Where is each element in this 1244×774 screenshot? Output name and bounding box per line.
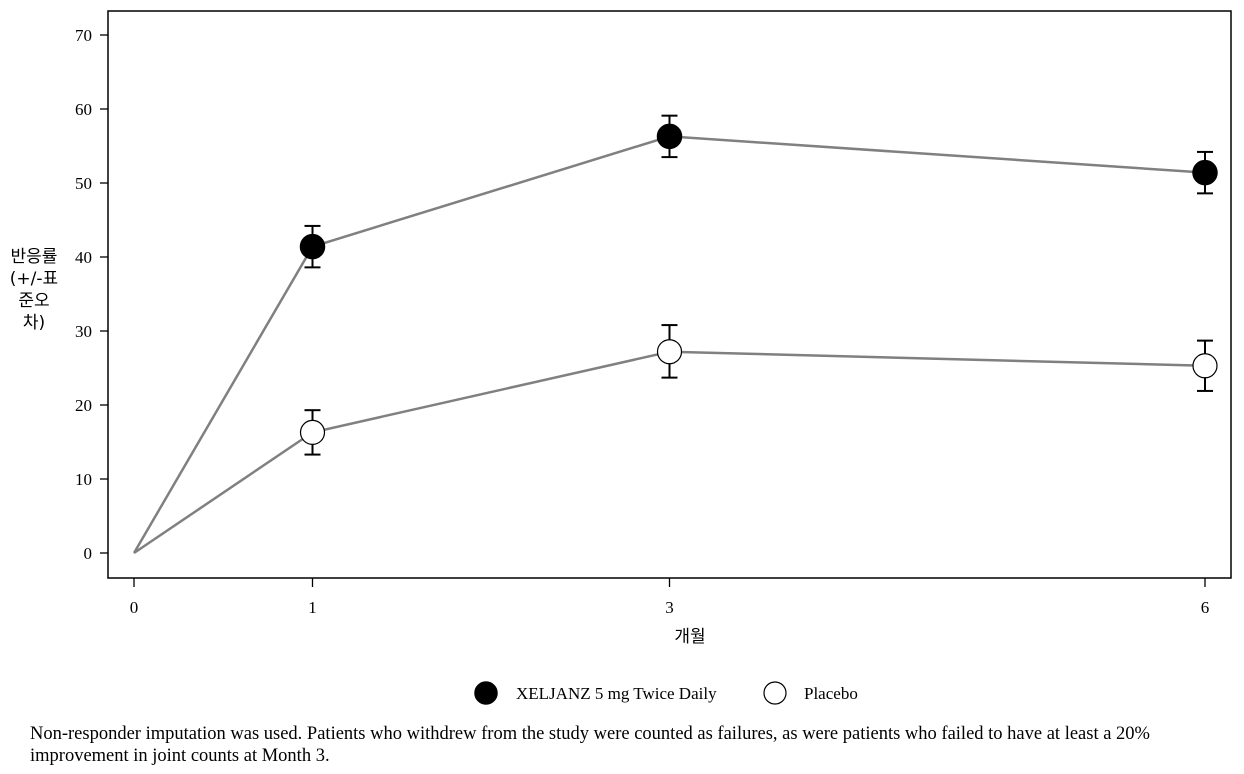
plot-frame	[107, 10, 1232, 579]
data-point-placebo-3	[656, 339, 683, 365]
data-point-xeljanz-1	[299, 233, 326, 260]
x-tick-label-3: 3	[665, 598, 674, 617]
y-axis-label: 반응률(+/-표준오차)	[9, 247, 59, 333]
x-tick-label-0: 0	[130, 598, 139, 617]
data-point-placebo-1	[299, 419, 326, 445]
series-layer	[132, 114, 1218, 555]
y-tick-label-0: 0	[84, 544, 93, 563]
data-point-placebo-6	[1192, 353, 1218, 379]
y-axis: 0 10 20 30 40 50 60 70	[75, 26, 108, 563]
legend-label-placebo: Placebo	[804, 684, 858, 703]
series-line-xeljanz	[132, 135, 1206, 554]
x-tick-label-6: 6	[1201, 598, 1210, 617]
y-tick-label-60: 60	[75, 100, 92, 119]
x-axis: 0 1 3 6	[130, 578, 1210, 617]
footnote: Non-responder imputation was used. Patie…	[30, 724, 1150, 766]
y-tick-label-40: 40	[75, 248, 92, 267]
y-tick-label-70: 70	[75, 26, 92, 45]
x-axis-label: 개월	[674, 627, 705, 647]
data-point-xeljanz-3	[656, 123, 683, 150]
legend-marker-xeljanz	[474, 681, 498, 705]
x-tick-label-1: 1	[308, 598, 317, 617]
y-tick-label-50: 50	[75, 174, 92, 193]
y-tick-label-20: 20	[75, 396, 92, 415]
legend: XELJANZ 5 mg Twice Daily Placebo	[474, 681, 858, 705]
data-point-xeljanz-6	[1192, 159, 1218, 186]
y-tick-label-30: 30	[75, 322, 92, 341]
legend-marker-placebo	[763, 681, 787, 705]
series-line-placebo	[133, 350, 1206, 555]
y-tick-label-10: 10	[75, 470, 92, 489]
legend-label-xeljanz: XELJANZ 5 mg Twice Daily	[516, 684, 717, 703]
